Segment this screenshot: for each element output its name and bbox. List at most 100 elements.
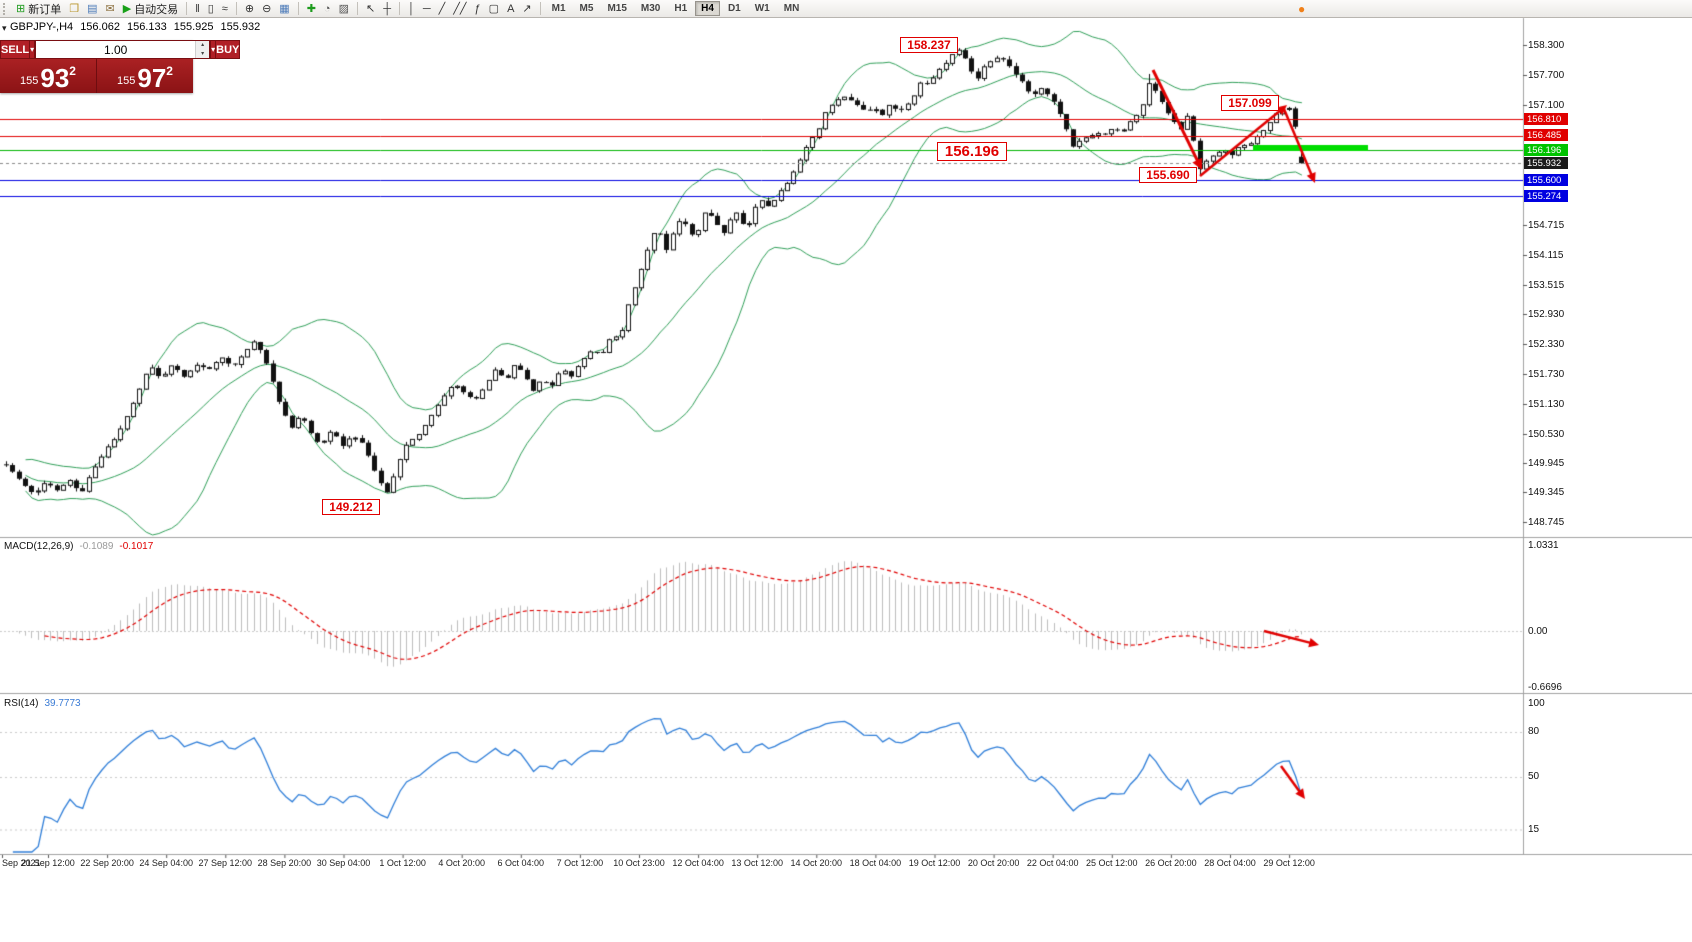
price-axis-badge: 155.274 <box>1524 190 1568 202</box>
sell-price-button[interactable]: 155 93 2 <box>0 59 96 93</box>
zoom-out-button[interactable]: ⊖ <box>258 0 275 18</box>
price-axis-label: 154.115 <box>1528 250 1564 261</box>
vertical-line-icon: │ <box>407 2 415 15</box>
price-axis-label: 157.700 <box>1528 70 1565 81</box>
trendline-button[interactable]: ╱ <box>435 0 450 18</box>
timeframe-h1-button[interactable]: H1 <box>674 3 688 14</box>
volume-increment-button[interactable]: ▴ <box>196 41 210 50</box>
crosshair-icon: ┼ <box>383 2 391 15</box>
price-axis-label: 158.300 <box>1528 40 1565 51</box>
one-click-collapse-icon[interactable]: ▾ <box>2 23 7 33</box>
mailbox-icon: ✉ <box>105 2 115 15</box>
vertical-line-button[interactable]: │ <box>404 0 419 18</box>
timeframe-m15-button[interactable]: M15 <box>607 3 627 14</box>
tile-windows-icon: ▦ <box>279 2 290 15</box>
time-axis-label: 4 Oct 20:00 <box>438 858 485 868</box>
sell-menu-caret-icon[interactable]: ▾ <box>30 40 36 59</box>
periods-menu-icon: ◔ <box>323 2 331 15</box>
timeframe-w1-button[interactable]: W1 <box>754 3 770 14</box>
buy-price-sup: 2 <box>166 64 173 78</box>
zoom-in-button[interactable]: ⊕ <box>241 0 258 18</box>
crosshair-button[interactable]: ┼ <box>379 0 395 18</box>
timeframe-d1-button[interactable]: D1 <box>727 3 741 14</box>
buy-menu-caret-icon[interactable]: ▾ <box>210 40 216 59</box>
arrows-tool-icon: ↗ <box>522 2 532 15</box>
time-axis-label: 26 Oct 20:00 <box>1145 858 1197 868</box>
sell-button[interactable]: SELL <box>0 40 31 59</box>
profile-button[interactable]: ▤ <box>83 0 101 18</box>
bar-chart-icon: ‖ <box>195 2 200 15</box>
price-annotation-label: 156.196 <box>937 142 1007 161</box>
price-axis-badge: 155.932 <box>1524 157 1568 169</box>
chart-window-icon: ❐ <box>69 2 80 15</box>
toolbar-grip[interactable] <box>3 2 9 15</box>
timeframe-h4-button[interactable]: H4 <box>695 1 720 16</box>
indicators-button[interactable]: ✚ <box>303 0 320 18</box>
templates-button[interactable]: ▨ <box>335 0 353 18</box>
time-axis-label: 20 Oct 20:00 <box>967 858 1020 868</box>
autotrade-icon: ▶ <box>122 2 132 15</box>
templates-icon: ▨ <box>338 2 349 15</box>
buy-button[interactable]: BUY <box>215 40 241 59</box>
time-axis-label: 21 Sep 12:00 <box>21 858 75 868</box>
rsi-axis-label: 100 <box>1528 698 1545 709</box>
channel-button[interactable]: ╱╱ <box>449 0 470 18</box>
cursor-button[interactable]: ↖ <box>362 0 379 18</box>
price-axis-label: 152.330 <box>1528 339 1565 350</box>
line-chart-button[interactable]: ≈ <box>218 0 232 18</box>
volume-spinner: ▴ ▾ <box>195 41 210 58</box>
timeframe-m30-button[interactable]: M30 <box>640 3 661 14</box>
notification-icon[interactable]: ● <box>1298 2 1306 16</box>
buy-price-button[interactable]: 155 97 2 <box>97 59 193 93</box>
text-button[interactable]: A <box>503 0 518 18</box>
timeframe-m1-button[interactable]: M1 <box>551 3 566 14</box>
price-axis-label: 153.515 <box>1528 280 1565 291</box>
chart-window-button[interactable]: ❐ <box>65 0 83 18</box>
new-order-button-label: 新订单 <box>28 3 62 16</box>
autotrade-button-label: 自动交易 <box>134 3 179 16</box>
price-axis-label: 152.930 <box>1528 309 1565 320</box>
price-axis-label: 157.100 <box>1528 100 1565 111</box>
candlestick-chart-button[interactable]: ▯ <box>204 0 218 18</box>
macd-axis-label: 0.00 <box>1528 626 1548 637</box>
autotrade-button[interactable]: ▶ 自动交易 <box>119 0 182 18</box>
horizontal-line-button[interactable]: ─ <box>419 0 435 18</box>
ohlc-high: 156.133 <box>126 21 167 33</box>
time-axis-label: 13 Oct 12:00 <box>731 858 783 868</box>
time-axis-label: 22 Sep 20:00 <box>80 858 134 868</box>
candlestick-chart-icon: ▯ <box>207 2 214 15</box>
price-annotation-label: 155.690 <box>1139 167 1197 183</box>
zoom-out-icon: ⊖ <box>262 2 272 15</box>
rsi-label: RSI(14) 39.7773 <box>4 698 81 709</box>
shapes-button[interactable]: ▢ <box>485 0 503 18</box>
zoom-in-icon: ⊕ <box>244 2 255 15</box>
volume-decrement-button[interactable]: ▾ <box>196 49 210 58</box>
new-order-button[interactable]: ⊞ 新订单 <box>12 0 65 18</box>
price-annotation-label: 157.099 <box>1221 95 1279 111</box>
sell-price-small: 155 <box>20 75 39 87</box>
sell-price-big: 93 <box>40 63 70 93</box>
time-axis-label: 22 Oct 04:00 <box>1026 858 1079 868</box>
fibonacci-button[interactable]: ƒ <box>471 0 485 18</box>
toolbar-separator <box>356 2 358 15</box>
trade-panel-divider <box>96 59 97 93</box>
price-axis-label: 149.945 <box>1528 458 1565 469</box>
arrows-tool-button[interactable]: ↗ <box>518 0 535 18</box>
timeframe-m5-button[interactable]: M5 <box>579 3 594 14</box>
mailbox-button[interactable]: ✉ <box>102 0 119 18</box>
bar-chart-button[interactable]: ‖ <box>191 0 204 18</box>
tile-windows-button[interactable]: ▦ <box>275 0 293 18</box>
profile-icon: ▤ <box>87 2 98 15</box>
trade-panel-top-row: SELL ▾ ▴ ▾ ▾ BUY <box>0 40 241 59</box>
toolbar-separator <box>297 2 299 15</box>
ohlc-close: 155.932 <box>220 21 261 33</box>
time-axis-label: 1 Oct 12:00 <box>379 858 426 868</box>
periods-menu-button[interactable]: ◔ <box>320 0 335 18</box>
toolbar-separator <box>235 2 237 15</box>
timeframe-mn-button[interactable]: MN <box>783 3 800 14</box>
volume-input[interactable] <box>36 41 196 58</box>
toolbar-separator <box>186 2 188 15</box>
fibonacci-icon: ƒ <box>474 2 481 15</box>
